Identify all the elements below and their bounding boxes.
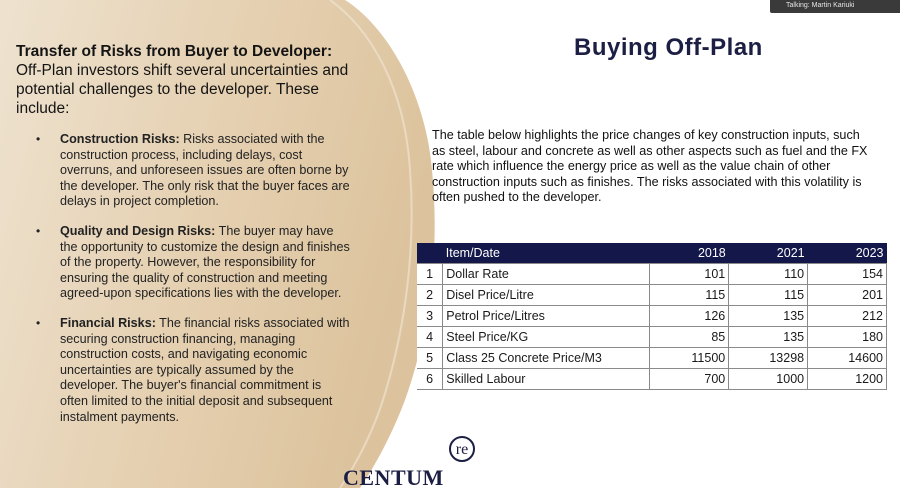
row-value-2021: 135 [728, 326, 809, 348]
row-value-2018: 115 [649, 284, 730, 306]
row-value-2021: 13298 [728, 347, 809, 369]
risks-heading: Transfer of Risks from Buyer to Develope… [16, 43, 333, 60]
risk-text: The financial risks associated with secu… [60, 315, 350, 424]
bullet-icon: • [36, 223, 41, 238]
row-value-2023: 14600 [807, 347, 887, 369]
row-value-2018: 126 [649, 305, 730, 327]
table-row: 5 Class 25 Concrete Price/M3 11500 13298… [417, 347, 887, 369]
risk-title: Quality and Design Risks: [60, 223, 216, 238]
bullet-icon: • [36, 315, 41, 330]
row-index: 5 [417, 347, 444, 369]
row-index: 4 [417, 326, 444, 348]
header-2018: 2018 [649, 243, 729, 264]
table-description: The table below highlights the price cha… [432, 128, 868, 205]
row-index: 3 [417, 305, 444, 327]
row-value-2021: 110 [728, 263, 809, 285]
row-item: Dollar Rate [442, 263, 651, 285]
price-changes-table: Item/Date 2018 2021 2023 1 Dollar Rate 1… [417, 243, 887, 390]
row-value-2023: 154 [807, 263, 887, 285]
table-row: 2 Disel Price/Litre 115 115 201 [417, 284, 887, 306]
risks-intro: Off-Plan investors shift several uncerta… [16, 62, 349, 117]
header-2023: 2023 [807, 243, 887, 264]
row-value-2023: 180 [807, 326, 887, 348]
risk-text: Risks associated with the construction p… [60, 132, 350, 209]
header-2021: 2021 [728, 243, 808, 264]
table-row: 3 Petrol Price/Litres 126 135 212 [417, 305, 887, 327]
active-speaker-indicator: Talking: Martin Kariuki [770, 0, 900, 13]
row-index: 1 [417, 263, 444, 285]
table-row: 1 Dollar Rate 101 110 154 [417, 263, 887, 285]
row-value-2023: 1200 [807, 368, 887, 390]
risk-item-financial: • Financial Risks: The financial risks a… [16, 316, 351, 425]
row-value-2021: 135 [728, 305, 809, 327]
row-item: Disel Price/Litre [442, 284, 651, 306]
row-value-2021: 115 [728, 284, 809, 306]
row-index: 6 [417, 368, 444, 390]
row-item: Steel Price/KG [442, 326, 651, 348]
row-value-2018: 11500 [649, 347, 730, 369]
row-value-2023: 212 [807, 305, 887, 327]
row-index: 2 [417, 284, 444, 306]
logo-wordmark: CENTUM [343, 465, 444, 490]
risk-text: The buyer may have the opportunity to cu… [60, 223, 350, 301]
row-item: Skilled Labour [442, 368, 651, 390]
row-value-2018: 700 [649, 368, 730, 390]
centum-logo: re CENTUM [343, 436, 483, 490]
risks-section: Transfer of Risks from Buyer to Develope… [16, 42, 351, 439]
slide-title: Buying Off-Plan [574, 34, 763, 61]
table-row: 4 Steel Price/KG 85 135 180 [417, 326, 887, 348]
risk-item-construction: • Construction Risks: Risks associated w… [16, 132, 351, 210]
table-row: 6 Skilled Labour 700 1000 1200 [417, 368, 887, 390]
logo-re-mark: re [449, 436, 475, 462]
risk-title: Construction Risks: [60, 132, 180, 146]
row-item: Class 25 Concrete Price/M3 [442, 347, 651, 369]
row-value-2018: 85 [649, 326, 730, 348]
table-header-row: Item/Date 2018 2021 2023 [417, 243, 887, 264]
row-item: Petrol Price/Litres [442, 305, 651, 327]
bullet-icon: • [36, 132, 41, 146]
header-item-date: Item/Date [442, 243, 650, 264]
row-value-2023: 201 [807, 284, 887, 306]
header-index [417, 243, 443, 264]
row-value-2018: 101 [649, 263, 730, 285]
risk-item-quality-design: • Quality and Design Risks: The buyer ma… [16, 224, 351, 302]
risk-title: Financial Risks: [60, 315, 156, 330]
row-value-2021: 1000 [728, 368, 809, 390]
